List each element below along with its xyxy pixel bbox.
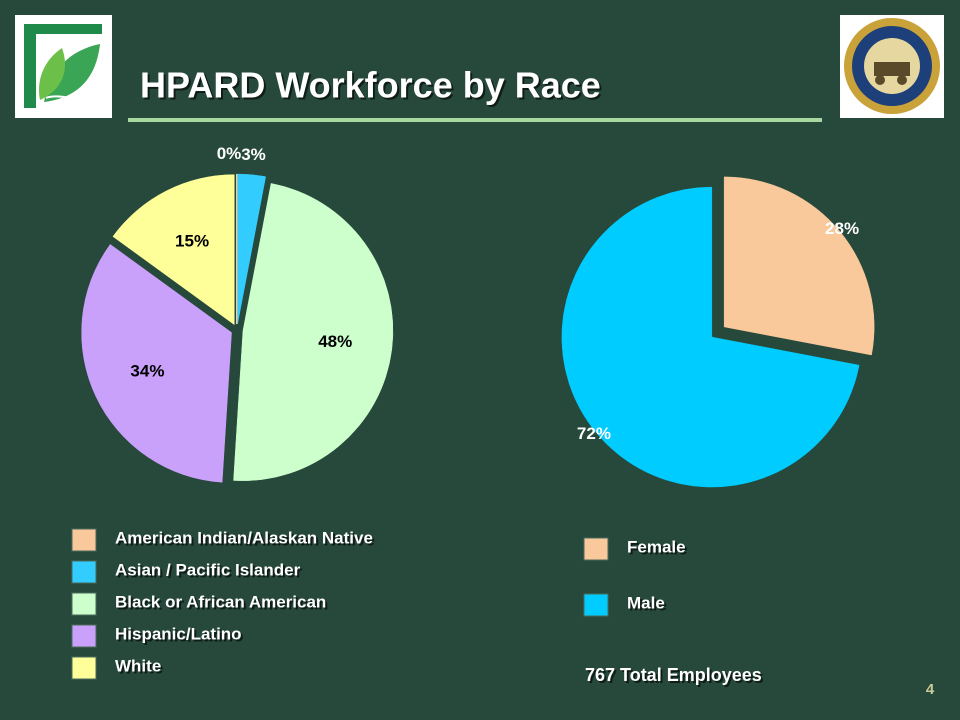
slice-label: 28%: [825, 219, 859, 238]
pie-slice: [233, 183, 394, 482]
slice-label: 3%: [241, 145, 266, 164]
pie-slice: [237, 173, 266, 325]
total-note: 767 Total Employees: [585, 665, 762, 685]
slice-label: 48%: [318, 332, 352, 351]
legend-label: Male: [627, 593, 665, 612]
legend-label: Black or African American: [115, 592, 326, 611]
legend-swatch: [583, 537, 609, 561]
slice-label: 15%: [175, 231, 209, 250]
page-number: 4: [926, 681, 935, 698]
slice-label: 34%: [130, 362, 164, 381]
pie-slice: [112, 174, 235, 326]
legend-label: American Indian/Alaskan Native: [115, 528, 373, 547]
legend-swatch: [71, 624, 97, 648]
slice-label: 72%: [577, 424, 611, 443]
legend-label: Asian / Pacific Islander: [115, 560, 301, 579]
parks-logo: [15, 15, 112, 118]
legend-swatch: [71, 560, 97, 584]
legend-label: Female: [627, 537, 686, 556]
pie-slice: [561, 186, 860, 488]
city-seal: [840, 15, 944, 118]
pie-slice: [723, 176, 875, 356]
legend-swatch: [71, 592, 97, 616]
legend-swatch: [71, 528, 97, 552]
slide-title: HPARD Workforce by Race: [140, 65, 601, 106]
pie-slice: [81, 244, 232, 483]
legend-swatch: [583, 593, 609, 617]
slice-label: 0%: [217, 144, 242, 163]
legend-label: White: [115, 656, 161, 675]
legend-label: Hispanic/Latino: [115, 624, 242, 643]
legend-swatch: [71, 656, 97, 680]
